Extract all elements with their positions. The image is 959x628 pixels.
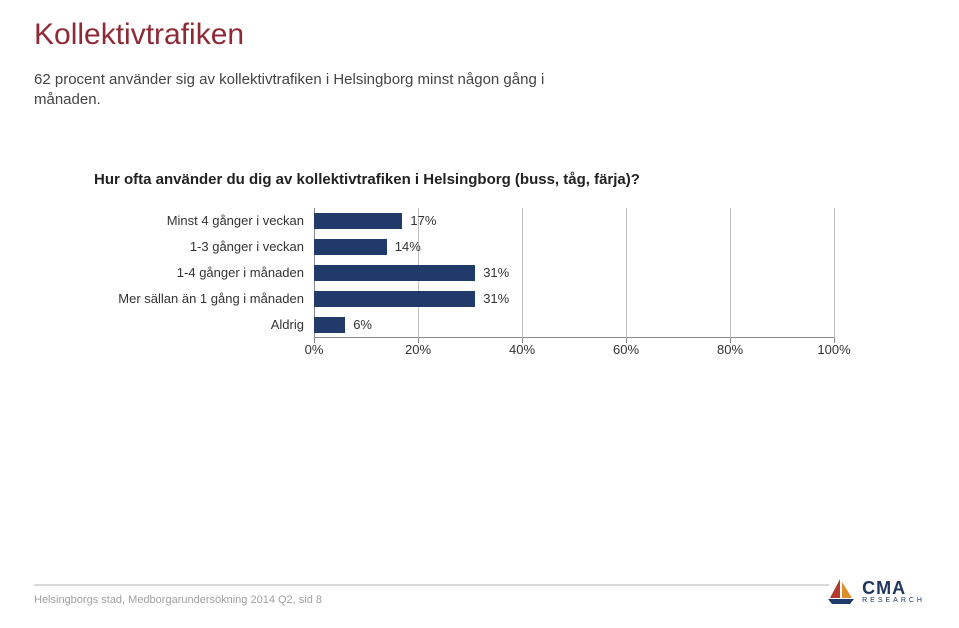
bar-row: 31% — [314, 286, 834, 312]
logo-main: CMA — [862, 579, 925, 597]
bar — [314, 213, 402, 229]
logo-text: CMA RESEARCH — [862, 579, 925, 604]
bar-row: 31% — [314, 260, 834, 286]
category-label: Mer sällan än 1 gång i månaden — [94, 286, 314, 312]
x-tick-label: 40% — [509, 342, 535, 357]
logo-sail-left — [830, 579, 840, 598]
plot-row: Minst 4 gånger i veckan 1-3 gånger i vec… — [94, 208, 834, 338]
footer-text: Helsingborgs stad, Medborgarundersökning… — [34, 594, 322, 606]
category-label: 1-4 gånger i månaden — [94, 260, 314, 286]
bar-value-label: 17% — [410, 213, 436, 228]
gridline — [834, 208, 835, 338]
chart-title: Hur ofta använder du dig av kollektivtra… — [94, 171, 834, 188]
bar-value-label: 31% — [483, 265, 509, 280]
logo-hull — [828, 599, 854, 604]
bar-row: 17% — [314, 208, 834, 234]
x-tick-label: 80% — [717, 342, 743, 357]
bar-value-label: 31% — [483, 291, 509, 306]
bar — [314, 265, 475, 281]
logo-icon — [826, 576, 856, 606]
x-axis-ticks: 0%20%40%60%80%100% — [314, 338, 834, 358]
chart-body: Minst 4 gånger i veckan 1-3 gånger i vec… — [94, 208, 834, 358]
bar — [314, 317, 345, 333]
category-label: Aldrig — [94, 312, 314, 338]
cma-logo: CMA RESEARCH — [826, 576, 925, 606]
plot-area: 17% 14% 31% 31% 6% — [314, 208, 834, 338]
intro-text: 62 procent använder sig av kollektivtraf… — [34, 70, 554, 111]
bar-value-label: 14% — [395, 239, 421, 254]
category-label: 1-3 gånger i veckan — [94, 234, 314, 260]
page-title: Kollektivtrafiken — [34, 18, 925, 52]
category-label: Minst 4 gånger i veckan — [94, 208, 314, 234]
x-tick-label: 100% — [817, 342, 850, 357]
x-tick-label: 60% — [613, 342, 639, 357]
bar — [314, 291, 475, 307]
logo-sub: RESEARCH — [862, 597, 925, 604]
bar-row: 14% — [314, 234, 834, 260]
x-tick-label: 0% — [305, 342, 324, 357]
axis-spacer — [94, 338, 314, 358]
x-tick-label: 20% — [405, 342, 431, 357]
slide: Kollektivtrafiken 62 procent använder si… — [0, 0, 959, 628]
chart: Hur ofta använder du dig av kollektivtra… — [94, 171, 834, 358]
axis-row: 0%20%40%60%80%100% — [94, 338, 834, 358]
logo-sail-right — [842, 582, 852, 598]
category-labels: Minst 4 gånger i veckan 1-3 gånger i vec… — [94, 208, 314, 338]
bar-value-label: 6% — [353, 317, 372, 332]
bar-row: 6% — [314, 312, 834, 338]
footer-divider — [34, 584, 829, 586]
bar — [314, 239, 387, 255]
